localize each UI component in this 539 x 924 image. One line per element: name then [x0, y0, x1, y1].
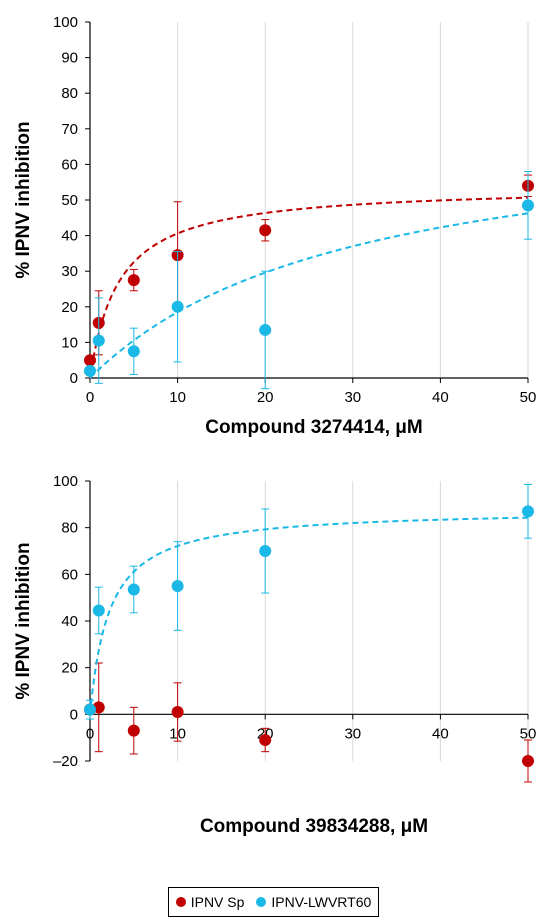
legend-marker-ipnv-lwvrt60	[256, 897, 267, 907]
x-tick-label: 40	[432, 389, 449, 406]
fit-curve-ipnv-lwvrt60	[89, 212, 529, 379]
y-axis-title: % IPNV inhibition	[13, 121, 34, 278]
x-axis-title: Compound 3274414, μM	[205, 417, 423, 438]
data-point-ipnv-sp	[522, 755, 534, 767]
x-tick-label: 30	[344, 725, 361, 742]
x-tick-label: 10	[169, 389, 186, 406]
data-point-ipnv-lwvrt60	[522, 505, 534, 518]
x-tick-label: 20	[257, 389, 274, 406]
fit-curve-ipnv-sp	[89, 196, 529, 379]
legend-label-ipnv-sp: IPNV Sp	[190, 894, 245, 910]
data-point-ipnv-sp	[127, 724, 140, 737]
x-tick-label: 50	[520, 389, 537, 406]
x-tick-label: 50	[520, 725, 537, 742]
y-tick-label: 90	[61, 50, 78, 67]
data-point-ipnv-lwvrt60	[84, 364, 96, 377]
x-tick-label: 0	[86, 725, 94, 742]
data-point-ipnv-lwvrt60	[259, 323, 272, 336]
chart-compound-3274414: 0 10 20 30 40 50 60 70 80 90 100 0 10 20 30 40 50 Compoun…	[13, 14, 537, 438]
data-point-ipnv-lwvrt60	[92, 604, 105, 617]
y-axis-title: % IPNV inhibition	[13, 542, 34, 699]
y-tick-label: 70	[61, 121, 78, 138]
y-tick-label: –20	[53, 753, 78, 770]
legend: IPNV Sp IPNV-LWVRT60	[168, 887, 379, 917]
data-point-ipnv-lwvrt60	[171, 300, 184, 313]
y-tick-label: 20	[61, 660, 78, 677]
fit-curve-ipnv-lwvrt60	[89, 516, 529, 715]
data-point-ipnv-lwvrt60	[522, 199, 534, 212]
data-point-ipnv-sp	[127, 274, 140, 287]
legend-item-ipnv-lwvrt60: IPNV-LWVRT60	[256, 894, 371, 910]
series-ipnv-sp	[84, 174, 534, 379]
legend-item-ipnv-sp: IPNV Sp	[175, 894, 245, 910]
data-point-ipnv-sp	[171, 706, 184, 718]
y-tick-label: 0	[70, 706, 78, 723]
data-point-ipnv-lwvrt60	[127, 583, 140, 596]
data-point-ipnv-lwvrt60	[84, 703, 96, 716]
data-point-ipnv-lwvrt60	[171, 580, 184, 592]
legend-marker-ipnv-sp	[175, 897, 186, 907]
y-tick-label: 10	[61, 334, 78, 351]
y-tick-label: 20	[61, 299, 78, 316]
y-tick-label: 100	[53, 473, 78, 490]
y-tick-label: 80	[61, 85, 78, 102]
x-tick-label: 0	[86, 389, 94, 406]
x-tick-label: 30	[344, 389, 361, 406]
y-tick-label: 60	[61, 566, 78, 583]
y-tick-label: 0	[70, 370, 78, 387]
x-tick-label: 40	[432, 725, 449, 742]
data-point-ipnv-lwvrt60	[127, 345, 140, 358]
y-tick-label: 50	[61, 192, 78, 209]
legend-label-ipnv-lwvrt60: IPNV-LWVRT60	[271, 894, 372, 910]
data-point-ipnv-lwvrt60	[259, 545, 272, 557]
data-point-ipnv-sp	[259, 734, 272, 746]
y-tick-label: 100	[53, 14, 78, 31]
y-tick-label: 40	[61, 613, 78, 630]
data-point-ipnv-sp	[84, 354, 96, 367]
series-ipnv-sp	[84, 662, 534, 783]
y-tick-label: 60	[61, 156, 78, 173]
data-point-ipnv-lwvrt60	[92, 334, 105, 347]
y-tick-label: 80	[61, 520, 78, 537]
series-ipnv-lwvrt60	[84, 484, 534, 720]
data-point-ipnv-sp	[259, 224, 272, 237]
y-tick-label: 40	[61, 228, 78, 245]
y-tick-label: 30	[61, 263, 78, 280]
x-axis-title: Compound 39834288, μM	[200, 816, 428, 837]
series-ipnv-lwvrt60	[84, 171, 534, 390]
